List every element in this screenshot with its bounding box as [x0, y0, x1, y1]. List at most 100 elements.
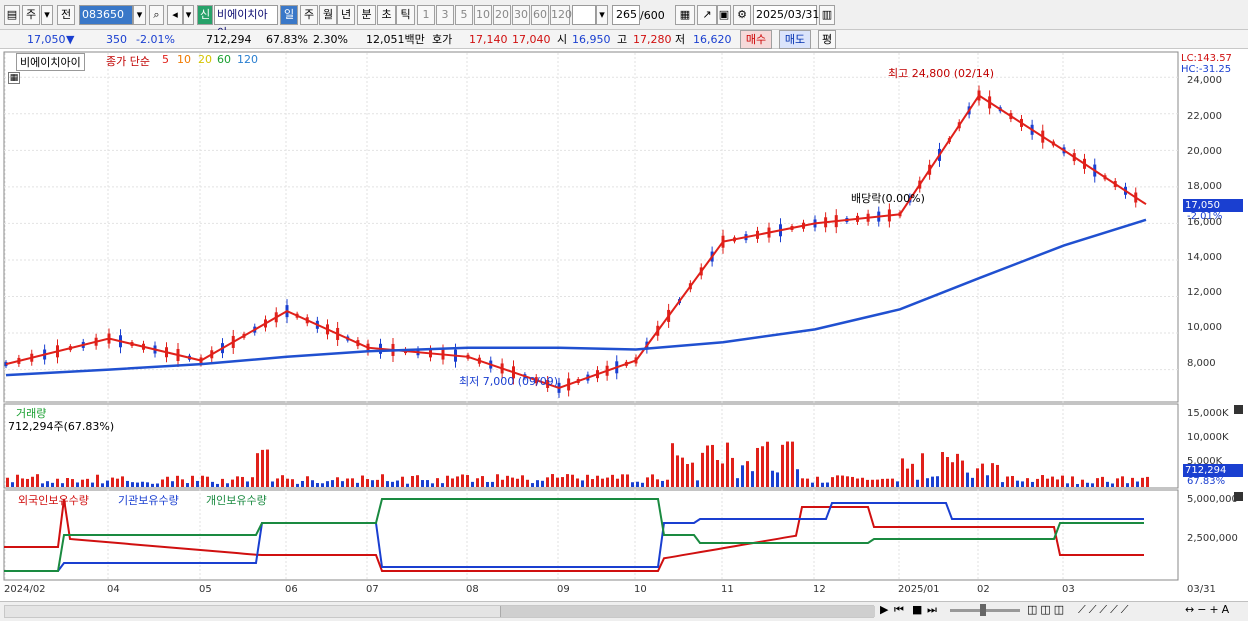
- volume-bar: [11, 482, 14, 487]
- market-dropdown-icon[interactable]: ▾: [41, 5, 53, 25]
- legend-ma120[interactable]: 120: [237, 53, 258, 66]
- chart-area[interactable]: 비에이치아이 종가 단순 5 10 20 60 120 ▦ LC:143.57 …: [0, 51, 1248, 601]
- scroll-thumb[interactable]: [500, 606, 875, 617]
- volume-bar: [826, 482, 829, 487]
- period-second-button[interactable]: 초: [377, 5, 396, 25]
- volume-bar: [1081, 479, 1084, 487]
- scroll-last-icon[interactable]: ⏭: [927, 603, 937, 616]
- volume-bar: [1036, 478, 1039, 487]
- legend-ma5[interactable]: 5: [162, 53, 169, 66]
- period-week-button[interactable]: 주: [300, 5, 318, 25]
- speaker-icon[interactable]: ◂: [167, 5, 183, 25]
- layout-icons[interactable]: ◫◫◫: [1027, 603, 1068, 616]
- candle-body: [4, 362, 8, 367]
- interval-3-button[interactable]: 3: [436, 5, 454, 25]
- y-tick-16000: 16,000: [1187, 217, 1222, 228]
- zoom-slider-thumb[interactable]: [980, 604, 986, 616]
- legend-ma60[interactable]: 60: [217, 53, 231, 66]
- volume-bar: [611, 474, 614, 487]
- stock-code-input[interactable]: 083650: [79, 5, 133, 25]
- stop-icon[interactable]: ■: [912, 603, 923, 616]
- count-input[interactable]: 265: [612, 5, 640, 25]
- legend-stock-name[interactable]: 비에이치아이: [16, 53, 85, 71]
- sell-button[interactable]: 매도: [779, 30, 811, 49]
- volume-bar: [476, 478, 479, 487]
- draw-tool-icon[interactable]: ↗: [697, 5, 717, 25]
- market-select[interactable]: 주: [22, 5, 40, 25]
- volume-bar: [466, 475, 469, 487]
- volume-bar: [821, 482, 824, 487]
- zoom-icons[interactable]: ↔−+A: [1185, 603, 1233, 616]
- volume-bar: [321, 483, 324, 487]
- volume-bar: [176, 475, 179, 487]
- code-dropdown-icon[interactable]: ▾: [133, 5, 146, 25]
- quote-bar: 17,050 ▼ 350 -2.01% 712,294 67.83% 2.30%…: [0, 30, 1248, 49]
- date-input[interactable]: 2025/03/31: [753, 5, 819, 25]
- chart-canvas[interactable]: [0, 51, 1248, 601]
- period-month-button[interactable]: 월: [319, 5, 337, 25]
- scroll-right-icon[interactable]: ▶: [880, 603, 889, 616]
- interval-dropdown-icon[interactable]: ▾: [596, 5, 608, 25]
- volume-bar: [661, 480, 664, 487]
- interval-1-button[interactable]: 1: [417, 5, 435, 25]
- volume-bar: [211, 481, 214, 487]
- table-view-icon[interactable]: ▦: [8, 72, 20, 84]
- interval-10-button[interactable]: 10: [474, 5, 492, 25]
- calendar-icon[interactable]: ▥: [819, 5, 835, 25]
- interval-20-button[interactable]: 20: [493, 5, 511, 25]
- legend-foreign[interactable]: 외국인보유수량: [18, 494, 89, 507]
- volume-bar: [991, 463, 994, 487]
- volume-bar: [91, 482, 94, 487]
- volume-bar: [596, 475, 599, 487]
- scroll-track[interactable]: [4, 605, 875, 618]
- holding-panel-close-icon[interactable]: [1234, 492, 1243, 501]
- period-day-button[interactable]: 일: [280, 5, 298, 25]
- volume-bar: [291, 479, 294, 487]
- scroll-first-icon[interactable]: ⏮: [894, 603, 904, 616]
- interval-120-button[interactable]: 120: [550, 5, 572, 25]
- volume-bar: [571, 474, 574, 487]
- volume-bar: [1126, 483, 1129, 487]
- volume-bar: [326, 481, 329, 487]
- buy-button[interactable]: 매수: [740, 30, 772, 49]
- interval-input[interactable]: [572, 5, 596, 25]
- legend-institution[interactable]: 기관보유수량: [118, 494, 179, 507]
- window-menu-icon[interactable]: ▤: [4, 5, 20, 25]
- interval-60-button[interactable]: 60: [531, 5, 549, 25]
- search-icon[interactable]: ⌕: [149, 5, 164, 25]
- legend-individual[interactable]: 개인보유수량: [206, 494, 267, 507]
- period-year-button[interactable]: 년: [337, 5, 355, 25]
- y-tick-12000: 12,000: [1187, 287, 1222, 298]
- speaker-dropdown-icon[interactable]: ▾: [183, 5, 194, 25]
- volume-bar: [656, 479, 659, 487]
- volume-bar: [1016, 480, 1019, 487]
- type-select[interactable]: 전: [57, 5, 75, 25]
- legend-ma10[interactable]: 10: [177, 53, 191, 66]
- volume-bar: [781, 444, 784, 487]
- period-tick-button[interactable]: 틱: [396, 5, 415, 25]
- volume-bar: [1101, 476, 1104, 487]
- volume-pct-tag: 67.83%: [1187, 476, 1226, 487]
- volume-bar: [286, 478, 289, 487]
- volume-bar: [591, 479, 594, 487]
- evaluate-button[interactable]: 평: [818, 30, 836, 49]
- drawing-tool-icons[interactable]: ⟋⟋⟋⟋⟋: [1078, 603, 1132, 616]
- volume-bar: [931, 476, 934, 487]
- volume-title[interactable]: 거래량: [16, 407, 47, 420]
- current-pct-tag: -2.01%: [1187, 211, 1223, 222]
- volume-panel-close-icon[interactable]: [1234, 405, 1243, 414]
- settings-gear-icon[interactable]: ⚙: [733, 5, 751, 25]
- interval-30-button[interactable]: 30: [512, 5, 530, 25]
- interval-5-button[interactable]: 5: [455, 5, 473, 25]
- legend-ma20[interactable]: 20: [198, 53, 212, 66]
- volume-bar: [386, 481, 389, 487]
- volume-bar: [856, 478, 859, 487]
- period-minute-button[interactable]: 분: [357, 5, 376, 25]
- grid-icon[interactable]: ▦: [675, 5, 695, 25]
- volume-bar: [471, 481, 474, 487]
- legend-ma-title[interactable]: 종가 단순: [106, 55, 150, 68]
- volume-bar: [906, 468, 909, 487]
- save-icon[interactable]: ▣: [717, 5, 731, 25]
- volume-bar: [371, 480, 374, 487]
- volume-bar: [646, 477, 649, 487]
